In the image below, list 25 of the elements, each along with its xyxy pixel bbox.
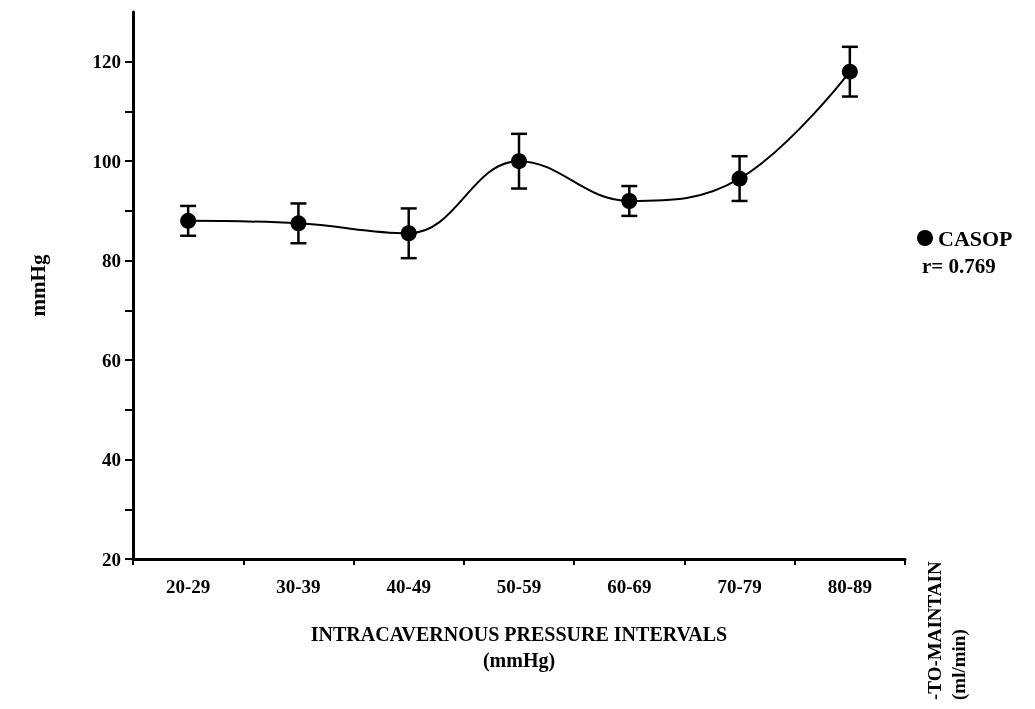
x-tick-label: 60-69: [607, 576, 652, 597]
y-tick-label: 20: [102, 548, 121, 570]
point: [400, 225, 417, 242]
text: r= 0.769: [922, 253, 996, 278]
x-tick-label: 20-29: [165, 576, 211, 597]
x-tick-label: 80-89: [827, 576, 873, 597]
point: [180, 212, 197, 229]
point: [290, 215, 307, 232]
y2-axis-title: -TO-MAINTAIN (ml/min): [923, 561, 970, 700]
y-axis-title: mmHg: [25, 254, 50, 317]
point: [731, 170, 748, 187]
y-tick-label: 80: [102, 250, 121, 272]
x-axis-title: INTRACAVERNOUS PRESSURE INTERVALS (mmHg): [310, 623, 728, 672]
point: [511, 153, 527, 170]
y-tick-label: 40: [102, 449, 121, 471]
point: [841, 63, 858, 80]
y-tick-label: 120: [92, 51, 121, 73]
y-tick-label: 60: [102, 349, 121, 371]
x-tick-label: 30-39: [276, 576, 321, 597]
x-tick-label: 50-59: [496, 576, 542, 597]
x-tick-label: 70-79: [717, 576, 762, 597]
y-tick-label: 100: [92, 150, 121, 172]
x-tick-label: 40-49: [386, 576, 431, 597]
point: [621, 192, 638, 209]
legend-label: CASOP: [938, 225, 1013, 251]
